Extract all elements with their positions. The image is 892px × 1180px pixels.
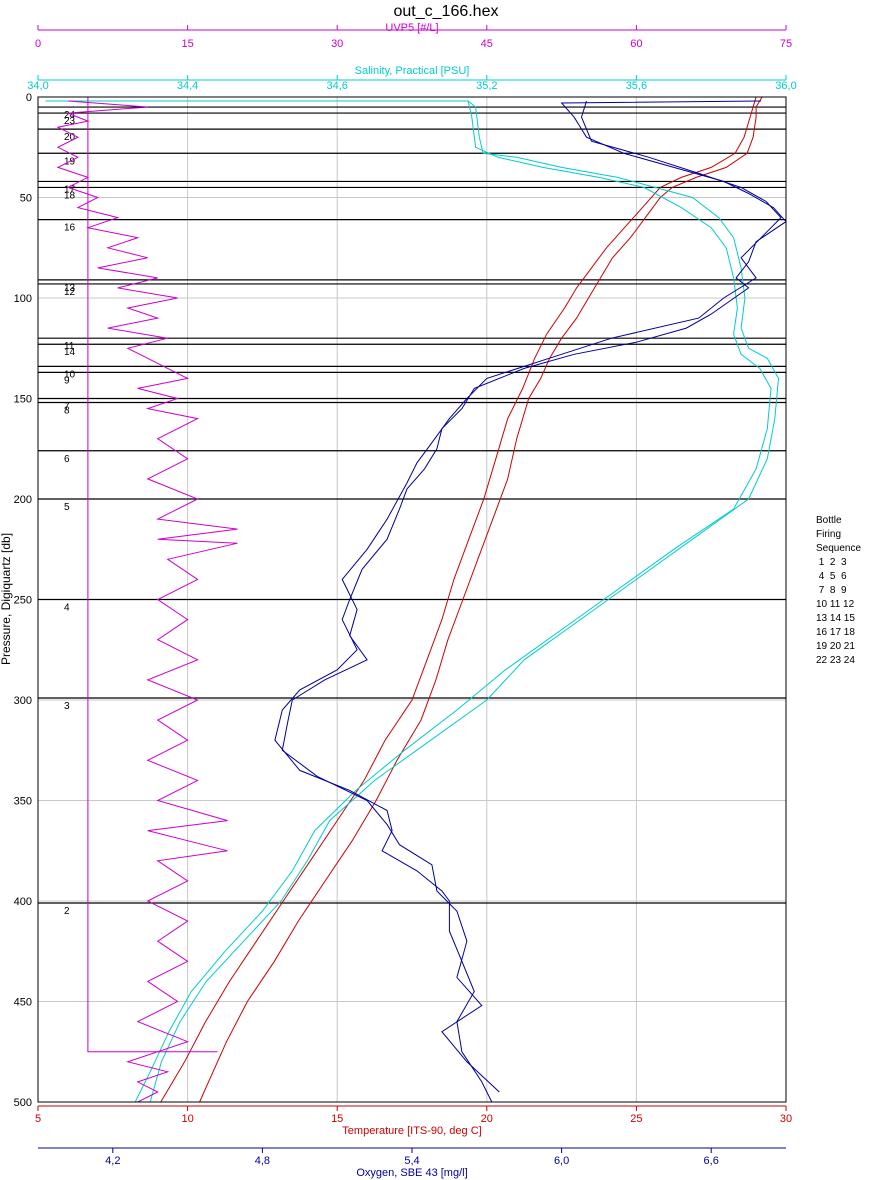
uvp-series-line-6	[56, 100, 238, 1103]
y-tick-label: 450	[14, 997, 32, 1009]
legend-line: 13 14 15	[816, 613, 855, 624]
series-group	[45, 96, 787, 1103]
uvp-tick-label: 15	[181, 38, 193, 50]
temperature-axis-label: Temperature [ITS-90, deg C]	[342, 1125, 481, 1137]
bottle-label: 11	[64, 341, 75, 352]
temperature-tick-label: 30	[780, 1113, 792, 1125]
bottle-label: 16	[64, 223, 76, 234]
chart-title: out_c_166.hex	[394, 3, 499, 20]
legend-line: 19 20 21	[816, 641, 855, 652]
legend-line: Sequence	[816, 543, 862, 554]
oxygen-series-line-5	[281, 100, 782, 1093]
temperature-tick-label: 10	[181, 1113, 193, 1125]
uvp-tick-label: 30	[331, 38, 343, 50]
y-tick-label: 350	[14, 796, 32, 808]
legend-line: 10 11 12	[816, 599, 855, 610]
bottle-label: 14	[64, 347, 76, 358]
legend-line: 4 5 6	[816, 571, 847, 582]
y-axis-label: Pressure, Digiquartz [db]	[0, 533, 13, 665]
bottle-label: 6	[64, 454, 70, 465]
y-tick-label: 150	[14, 394, 32, 406]
salinity-tick-label: 34,6	[326, 80, 347, 92]
salinity-series-line-3	[134, 100, 772, 1103]
temperature-tick-label: 25	[630, 1113, 642, 1125]
salinity-series-line-2	[45, 100, 780, 1103]
oxygen-axis-label: Oxygen, SBE 43 [mg/l]	[356, 1167, 467, 1179]
salinity-tick-label: 34,0	[27, 80, 48, 92]
bottle-label: 9	[64, 375, 70, 386]
bottle-label: 20	[64, 132, 76, 143]
legend-line: Firing	[816, 529, 842, 540]
salinity-tick-label: 36,0	[775, 80, 796, 92]
salinity-tick-label: 34,4	[177, 80, 198, 92]
oxygen-tick-label: 4,8	[255, 1155, 270, 1167]
y-tick-label: 500	[14, 1097, 32, 1109]
bottle-label: 7	[64, 402, 70, 413]
y-tick-label: 200	[14, 494, 32, 506]
salinity-tick-label: 35,6	[626, 80, 647, 92]
bottle-label: 12	[64, 287, 76, 298]
oxygen-tick-label: 4,2	[105, 1155, 120, 1167]
bottle-label: 8	[64, 406, 70, 417]
bottle-label: 18	[64, 190, 76, 201]
uvp-series-line-7	[87, 97, 218, 1053]
legend-line: 22 23 24	[816, 655, 855, 666]
y-tick-label: 400	[14, 896, 32, 908]
y-tick-label: 50	[20, 193, 32, 205]
oxygen-tick-label: 6,6	[704, 1155, 719, 1167]
temperature-series-line-0	[199, 96, 763, 1103]
salinity-axis-label: Salinity, Practical [PSU]	[355, 65, 470, 77]
bottle-label: 23	[64, 116, 76, 127]
legend-line: 1 2 3	[816, 557, 847, 568]
temperature-tick-label: 5	[35, 1113, 41, 1125]
bottle-label: 10	[64, 369, 76, 380]
uvp-tick-label: 0	[35, 38, 41, 50]
plot-frame	[37, 96, 787, 1103]
y-tick-label: 100	[14, 293, 32, 305]
legend-line: Bottle	[816, 515, 842, 526]
oxygen-series-line-4	[274, 100, 787, 1103]
y-tick-label: 0	[26, 92, 32, 104]
uvp-tick-label: 45	[481, 38, 493, 50]
bottle-label: 4	[64, 603, 70, 614]
temperature-tick-label: 20	[481, 1113, 493, 1125]
oxygen-tick-label: 6,0	[554, 1155, 569, 1167]
oxygen-tick-label: 5,4	[404, 1155, 419, 1167]
legend-line: 7 8 9	[816, 585, 847, 596]
bottle-legend: Bottle Firing Sequence 1 2 3 4 5 6 7 8 9 10…	[816, 514, 861, 668]
bottle-label: 17	[64, 184, 76, 195]
y-tick-label: 250	[14, 595, 32, 607]
bottle-label: 5	[64, 502, 70, 513]
temperature-tick-label: 15	[331, 1113, 343, 1125]
uvp-tick-label: 75	[780, 38, 792, 50]
bottle-label: 3	[64, 701, 70, 712]
bottle-label: 24	[64, 110, 76, 121]
bottle-label: 13	[64, 283, 76, 294]
legend-line: 16 17 18	[816, 627, 855, 638]
uvp-tick-label: 60	[630, 38, 642, 50]
bottle-label: 2	[64, 906, 70, 917]
uvp-axis-label: UVP5 [#/L]	[385, 22, 438, 34]
y-tick-label: 300	[14, 695, 32, 707]
temperature-series-line-1	[160, 96, 757, 1103]
salinity-tick-label: 35,2	[476, 80, 497, 92]
